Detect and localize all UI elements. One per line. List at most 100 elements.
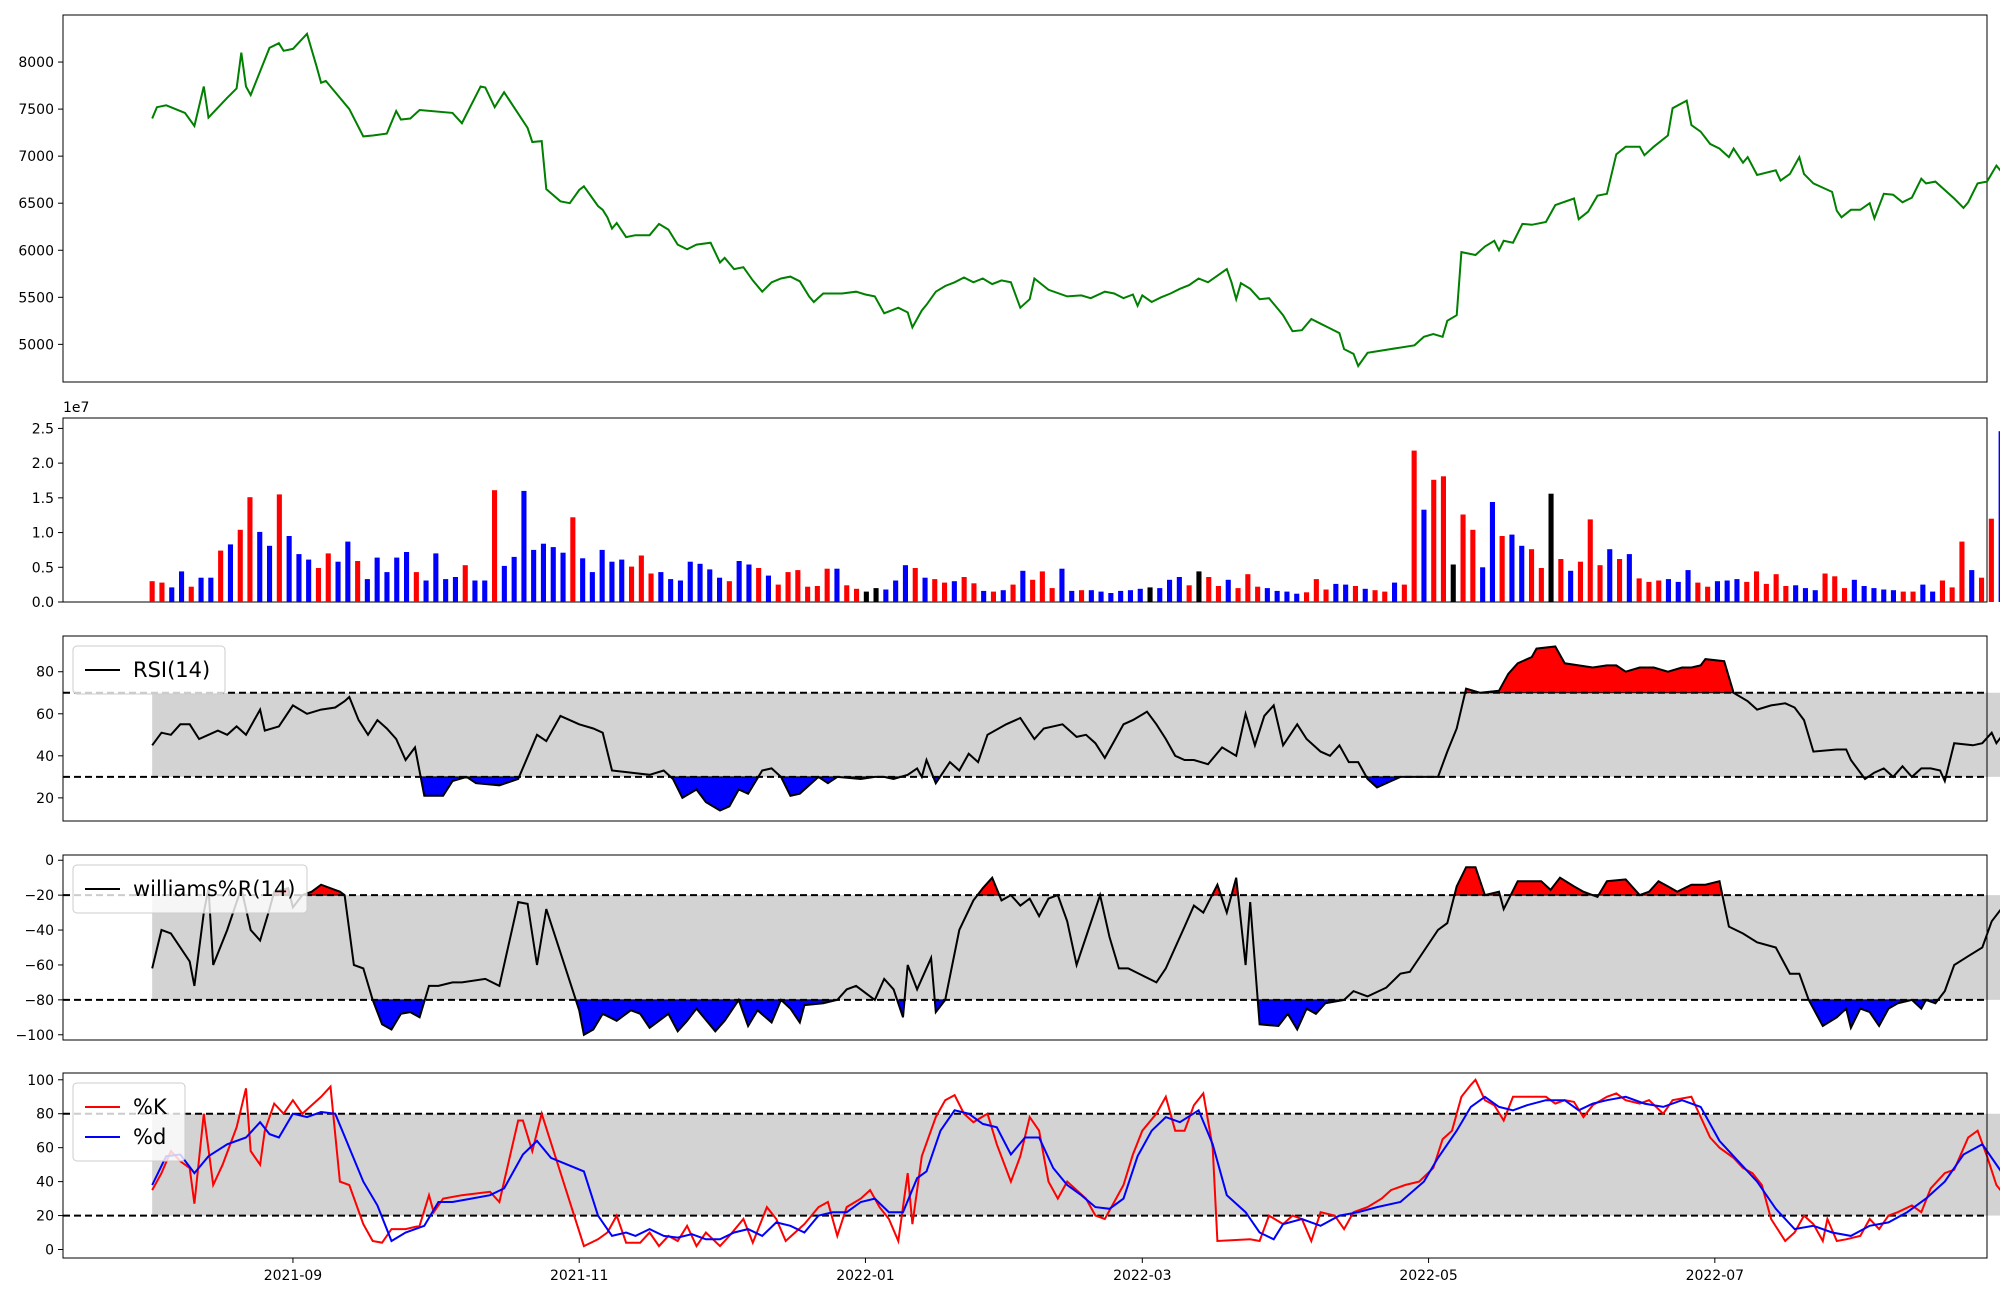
volume-bar <box>1118 590 1124 602</box>
x-tick-label: 2022-01 <box>836 1268 895 1284</box>
volume-bar <box>971 583 977 602</box>
volume-bar <box>1343 584 1349 602</box>
volume-bar <box>1411 450 1417 602</box>
volume-bar <box>1196 571 1202 602</box>
volume-bar <box>1705 586 1711 602</box>
y-tick-label: 60 <box>36 1141 54 1157</box>
volume-bar <box>1088 590 1094 602</box>
legend-label: %K <box>133 1095 168 1119</box>
volume-bar <box>1304 592 1310 602</box>
volume-bar <box>198 577 204 602</box>
williams-line <box>151 866 2000 1037</box>
volume-bar <box>1665 579 1671 602</box>
volume-bar <box>589 572 595 602</box>
volume-bar <box>736 561 742 602</box>
volume-bar <box>1460 514 1466 602</box>
x-tick-label: 2021-11 <box>550 1268 609 1284</box>
volume-bar <box>580 558 586 602</box>
legend-box <box>72 645 226 695</box>
volume-bar <box>1421 509 1427 602</box>
volume-bar <box>1069 590 1075 602</box>
oversold-fill <box>670 776 759 812</box>
volume-bar <box>687 561 693 602</box>
volume-bar <box>1176 577 1182 602</box>
volume-bar <box>1714 581 1720 602</box>
volume-bar <box>1108 593 1114 602</box>
axes-frame <box>62 854 1988 1041</box>
volume-bar <box>795 570 801 602</box>
volume-bar <box>1558 559 1564 602</box>
volume-bar <box>1998 431 2000 602</box>
axes-frame <box>62 14 1988 383</box>
volume-bar <box>1245 574 1251 602</box>
y-tick-label: 2.5 <box>32 421 54 437</box>
volume-bar <box>932 579 938 602</box>
y-tick-label: 20 <box>36 1209 54 1225</box>
volume-bar <box>1871 588 1877 602</box>
volume-bar <box>658 572 664 602</box>
volume-bar <box>883 589 889 602</box>
volume-bar <box>179 571 185 602</box>
price-line <box>151 31 2000 369</box>
volume-bar <box>1783 586 1789 602</box>
volume-bar <box>1754 571 1760 602</box>
volume-bar <box>267 545 273 602</box>
volume-bar <box>1049 588 1055 602</box>
volume-bar <box>922 577 928 602</box>
volume-bar <box>1607 549 1613 602</box>
volume-bar <box>433 553 439 602</box>
volume-bar <box>1939 580 1945 602</box>
volume-bar <box>1372 590 1378 602</box>
volume-bar <box>492 490 498 602</box>
volume-bar <box>1401 584 1407 602</box>
price-panel: 5000 5500 6000 6500 7000 7500 8000 <box>18 14 2000 383</box>
volume-bar <box>1842 588 1848 602</box>
x-tick-label: 2022-05 <box>1399 1268 1458 1284</box>
volume-bar <box>188 586 194 602</box>
volume-bar <box>247 497 253 602</box>
volume-bar <box>863 591 869 602</box>
volume-bar <box>1450 564 1456 602</box>
volume-bar <box>1763 583 1769 602</box>
y-tick-label: 60 <box>36 707 54 723</box>
volume-bar <box>873 588 879 602</box>
volume-bar <box>893 580 899 602</box>
volume-bar <box>1861 586 1867 602</box>
y-tick-label: 80 <box>36 665 54 681</box>
volume-bar <box>677 580 683 602</box>
legend-box <box>72 1082 186 1162</box>
y-tick-label: 7500 <box>18 102 54 118</box>
y-tick-label: −60 <box>24 958 54 974</box>
volume-bar <box>1626 554 1632 602</box>
y-tick-label: 5500 <box>18 290 54 306</box>
volume-bar <box>707 569 713 602</box>
volume-bar <box>1020 570 1026 602</box>
volume-bar <box>1577 561 1583 602</box>
williams-panel: 0 −20 −40 −60 −80 −100 williams%R(14) <box>16 853 2000 1044</box>
volume-bar <box>1079 590 1085 602</box>
volume-bar <box>1157 588 1163 602</box>
volume-bar <box>1597 565 1603 602</box>
volume-bar <box>942 582 948 602</box>
volume-bar <box>1313 579 1319 602</box>
volume-bar <box>1352 586 1358 602</box>
volume-bar <box>472 580 478 602</box>
volume-bar <box>1636 578 1642 602</box>
volume-bar <box>1734 579 1740 602</box>
volume-bar <box>648 573 654 602</box>
volume-bar <box>1010 584 1016 602</box>
y-tick-label: −100 <box>16 1028 54 1044</box>
volume-bar <box>1382 591 1388 602</box>
volume-bar <box>697 563 703 602</box>
volume-bar <box>981 590 987 602</box>
neutral-band <box>152 692 2000 777</box>
volume-bar <box>1098 591 1104 602</box>
volume-bar <box>1284 591 1290 602</box>
volume-bar <box>1802 588 1808 602</box>
y-tick-label: −40 <box>24 923 54 939</box>
y-tick-label: 20 <box>36 791 54 807</box>
volume-bar <box>1137 588 1143 602</box>
volume-bar <box>1000 590 1006 602</box>
y-tick-label: 40 <box>36 749 54 765</box>
